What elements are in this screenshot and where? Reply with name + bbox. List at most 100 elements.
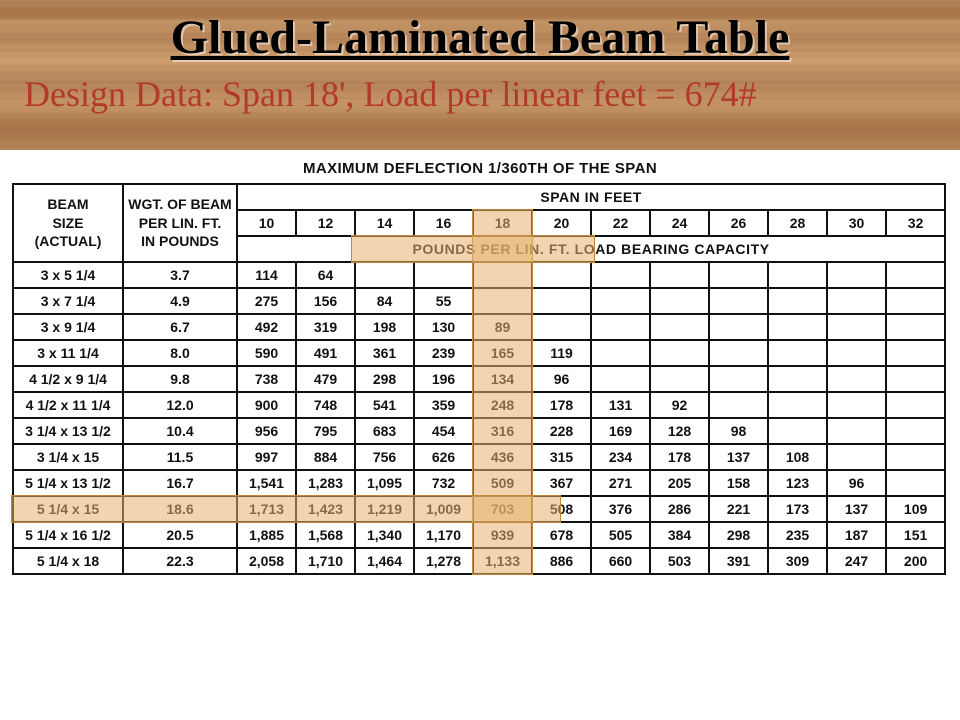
beam-weight-cell: 4.9 [123, 288, 237, 314]
table-row: 3 x 11 1/48.0590491361239165119 [13, 340, 945, 366]
capacity-cell: 683 [355, 418, 414, 444]
span-header-24: 24 [650, 210, 709, 236]
capacity-cell: 505 [591, 522, 650, 548]
capacity-cell: 196 [414, 366, 473, 392]
beam-size-cell: 3 x 11 1/4 [13, 340, 123, 366]
capacity-cell [768, 288, 827, 314]
table-row: 5 1/4 x 16 1/220.51,8851,5681,3401,17093… [13, 522, 945, 548]
capacity-cell: 96 [827, 470, 886, 496]
capacity-cell: 128 [650, 418, 709, 444]
capacity-cell: 275 [237, 288, 296, 314]
capacity-cell: 205 [650, 470, 709, 496]
capacity-cell [473, 262, 532, 288]
capacity-cell [414, 262, 473, 288]
capacity-cell: 119 [532, 340, 591, 366]
table-row: 4 1/2 x 9 1/49.873847929819613496 [13, 366, 945, 392]
capacity-cell [886, 444, 945, 470]
span-header-16: 16 [414, 210, 473, 236]
table-row: 5 1/4 x 1518.61,7131,4231,2191,009703508… [13, 496, 945, 522]
capacity-cell: 248 [473, 392, 532, 418]
capacity-cell: 1,133 [473, 548, 532, 574]
capacity-cell [532, 288, 591, 314]
header-wood-band: Glued-Laminated Beam Table Design Data: … [0, 0, 960, 150]
span-header-14: 14 [355, 210, 414, 236]
table-row: 3 1/4 x 13 1/210.49567956834543162281691… [13, 418, 945, 444]
capacity-cell: 884 [296, 444, 355, 470]
capacity-cell: 198 [355, 314, 414, 340]
span-header-30: 30 [827, 210, 886, 236]
beam-size-cell: 5 1/4 x 18 [13, 548, 123, 574]
capacity-cell: 151 [886, 522, 945, 548]
table-row: 5 1/4 x 13 1/216.71,5411,2831,0957325093… [13, 470, 945, 496]
capacity-cell: 436 [473, 444, 532, 470]
capacity-cell [355, 262, 414, 288]
capacity-cell [768, 340, 827, 366]
capacity-cell: 178 [532, 392, 591, 418]
capacity-cell: 315 [532, 444, 591, 470]
capacity-cell: 491 [296, 340, 355, 366]
capacity-cell [886, 262, 945, 288]
capacity-cell: 165 [473, 340, 532, 366]
table-row: 3 x 5 1/43.711464 [13, 262, 945, 288]
beam-size-cell: 3 1/4 x 13 1/2 [13, 418, 123, 444]
capacity-cell: 234 [591, 444, 650, 470]
capacity-cell: 1,340 [355, 522, 414, 548]
capacity-cell: 137 [827, 496, 886, 522]
capacity-cell: 678 [532, 522, 591, 548]
capacity-cell: 247 [827, 548, 886, 574]
capacity-cell: 200 [886, 548, 945, 574]
beam-weight-cell: 6.7 [123, 314, 237, 340]
table-row: 4 1/2 x 11 1/412.09007485413592481781319… [13, 392, 945, 418]
capacity-cell: 391 [709, 548, 768, 574]
capacity-cell [827, 366, 886, 392]
capacity-cell: 508 [532, 496, 591, 522]
capacity-cell [827, 288, 886, 314]
capacity-cell: 886 [532, 548, 591, 574]
beam-weight-cell: 11.5 [123, 444, 237, 470]
capacity-cell: 660 [591, 548, 650, 574]
capacity-cell: 156 [296, 288, 355, 314]
capacity-cell: 137 [709, 444, 768, 470]
capacity-cell [886, 418, 945, 444]
beam-size-cell: 5 1/4 x 16 1/2 [13, 522, 123, 548]
capacity-cell [532, 262, 591, 288]
beam-size-cell: 3 x 7 1/4 [13, 288, 123, 314]
capacity-cell [768, 262, 827, 288]
span-header-20: 20 [532, 210, 591, 236]
table-row: 3 x 7 1/44.92751568455 [13, 288, 945, 314]
capacity-cell: 384 [650, 522, 709, 548]
capacity-cell: 997 [237, 444, 296, 470]
capacity-cell: 271 [591, 470, 650, 496]
table-row: 3 x 9 1/46.749231919813089 [13, 314, 945, 340]
table-container: MAXIMUM DEFLECTION 1/360TH OF THE SPAN B… [0, 150, 960, 575]
beam-size-cell: 5 1/4 x 13 1/2 [13, 470, 123, 496]
beam-weight-cell: 18.6 [123, 496, 237, 522]
capacity-cell: 590 [237, 340, 296, 366]
beam-size-cell: 3 x 5 1/4 [13, 262, 123, 288]
capacity-cell: 367 [532, 470, 591, 496]
capacity-cell: 84 [355, 288, 414, 314]
capacity-cell: 479 [296, 366, 355, 392]
capacity-cell: 134 [473, 366, 532, 392]
capacity-cell: 96 [532, 366, 591, 392]
capacity-cell: 64 [296, 262, 355, 288]
capacity-cell: 169 [591, 418, 650, 444]
capacity-cell: 1,009 [414, 496, 473, 522]
capacity-cell: 158 [709, 470, 768, 496]
capacity-cell: 454 [414, 418, 473, 444]
beam-weight-cell: 10.4 [123, 418, 237, 444]
beam-weight-cell: 20.5 [123, 522, 237, 548]
capacity-cell: 1,885 [237, 522, 296, 548]
capacity-cell [886, 366, 945, 392]
capacity-cell: 732 [414, 470, 473, 496]
capacity-cell: 492 [237, 314, 296, 340]
capacity-cell: 795 [296, 418, 355, 444]
capacity-cell [768, 366, 827, 392]
beam-size-cell: 4 1/2 x 9 1/4 [13, 366, 123, 392]
capacity-cell: 239 [414, 340, 473, 366]
capacity-cell: 114 [237, 262, 296, 288]
table-head: BEAMSIZE(ACTUAL) WGT. OF BEAMPER LIN. FT… [13, 184, 945, 262]
capacity-cell: 1,170 [414, 522, 473, 548]
capacity-cell [768, 418, 827, 444]
span-header-28: 28 [768, 210, 827, 236]
